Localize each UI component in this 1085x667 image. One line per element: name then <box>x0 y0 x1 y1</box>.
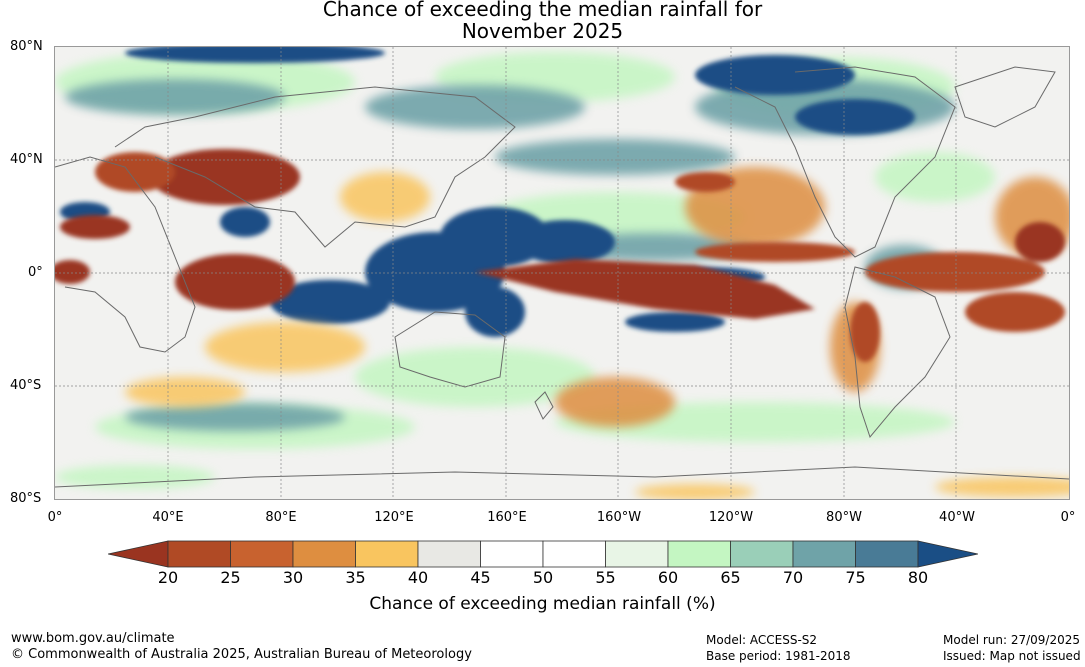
legend-tick-label: 60 <box>657 568 679 587</box>
lon-label-40e: 40°E <box>152 510 184 525</box>
footer-copyright: © Commonwealth of Australia 2025, Austra… <box>11 647 472 662</box>
legend-tick-label: 75 <box>845 568 866 587</box>
legend-cell <box>542 540 606 568</box>
legend-cell <box>167 540 231 568</box>
lon-label-120e: 120°E <box>374 510 414 525</box>
legend-cell <box>417 540 481 568</box>
legend-tick-label: 35 <box>345 568 366 587</box>
footer-model-run: Model run: 27/09/2025 <box>943 633 1081 647</box>
dry-regions-orange <box>125 167 1069 499</box>
lon-label-160w: 160°W <box>596 510 642 525</box>
lon-label-120w: 120°W <box>708 510 754 525</box>
legend-tick-label: 30 <box>282 568 304 587</box>
legend-cell <box>667 540 731 568</box>
legend-tick-label: 55 <box>595 568 616 587</box>
lon-label-40w: 40°W <box>939 510 975 525</box>
lon-label-80w: 80°W <box>826 510 862 525</box>
legend-cell <box>480 540 544 568</box>
footer-model: Model: ACCESS-S2 <box>706 633 818 647</box>
legend-label: Chance of exceeding median rainfall (%) <box>369 594 716 614</box>
legend-tick-label: 50 <box>532 568 554 587</box>
legend-tick-label: 25 <box>220 568 241 587</box>
coastlines <box>55 66 1069 488</box>
legend-colorbar <box>108 540 978 568</box>
legend-cell <box>292 540 356 568</box>
legend-cell <box>792 540 856 568</box>
legend-tick-label: 40 <box>407 568 429 587</box>
dry-regions-brown <box>55 149 1065 362</box>
rainfall-map-svg <box>55 47 1069 499</box>
graticule <box>55 47 1069 499</box>
legend-tick-label: 65 <box>720 568 741 587</box>
legend-tick-label: 70 <box>782 568 804 587</box>
lon-label-0-east: 0° <box>1060 510 1076 525</box>
footer-base-period: Base period: 1981-2018 <box>706 649 851 663</box>
legend-tick-label: 45 <box>470 568 491 587</box>
lon-label-160e: 160°E <box>487 510 527 525</box>
legend-tick-label: 20 <box>157 568 179 587</box>
legend-cell <box>230 540 294 568</box>
rainfall-map <box>54 46 1070 500</box>
legend-cell <box>855 540 919 568</box>
legend-cell <box>730 540 794 568</box>
lat-label-80n: 80°N <box>10 39 43 54</box>
legend-arrow-high <box>917 540 978 568</box>
lon-label-0: 0° <box>47 510 63 525</box>
legend-arrow-low <box>108 540 169 568</box>
lat-label-0: 0° <box>28 265 43 280</box>
legend-tick-label: 80 <box>907 568 929 587</box>
lat-label-40s: 40°S <box>10 378 42 393</box>
lat-label-40n: 40°N <box>10 152 43 167</box>
lat-label-80s: 80°S <box>10 491 42 506</box>
legend-cell <box>605 540 669 568</box>
footer-website: www.bom.gov.au/climate <box>11 631 175 646</box>
legend-cell <box>355 540 419 568</box>
map-title-line1: Chance of exceeding the median rainfall … <box>322 0 763 21</box>
map-title-line2: November 2025 <box>461 19 624 43</box>
lon-label-80e: 80°E <box>265 510 297 525</box>
footer-issued: Issued: Map not issued <box>943 649 1081 663</box>
